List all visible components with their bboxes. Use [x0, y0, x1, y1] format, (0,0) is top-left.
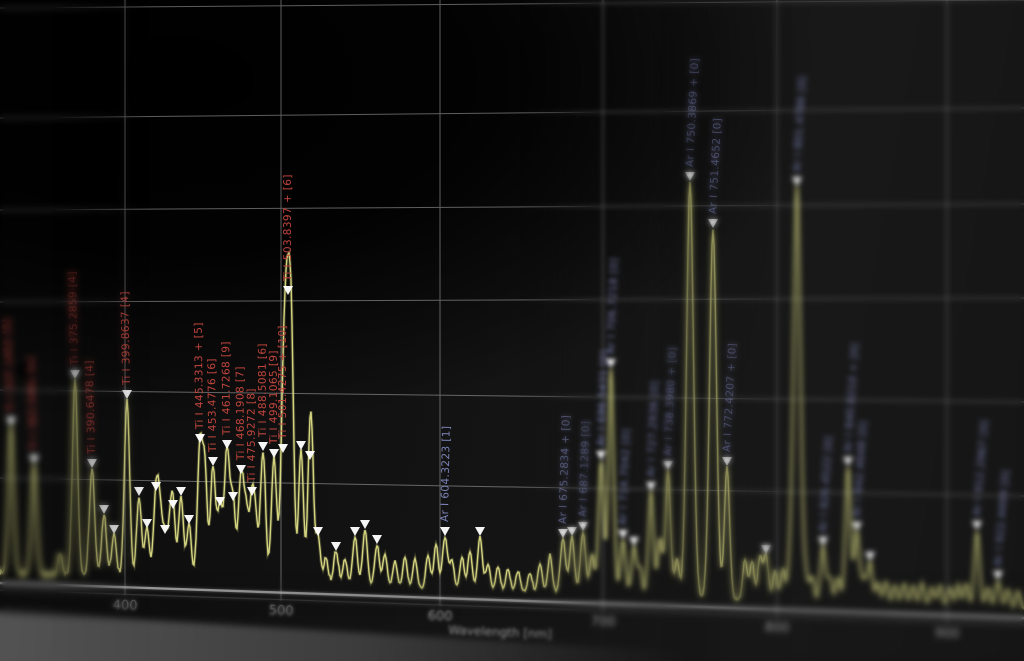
back-chevron-icon[interactable]: ‹ [14, 341, 33, 395]
peak-marker[interactable] [134, 487, 144, 496]
peak-marker-labeled[interactable] [993, 571, 1003, 580]
peak-marker[interactable] [160, 525, 170, 534]
peak-marker-labeled[interactable] [852, 522, 862, 531]
peak-marker-labeled[interactable] [708, 219, 718, 228]
spectrum-trace-glow [0, 181, 1024, 611]
peak-marker-labeled[interactable] [618, 530, 628, 539]
peak-marker-labeled[interactable] [258, 442, 268, 451]
spectral-line-label[interactable]: Ti I 499.1065 [9] [268, 350, 280, 445]
x-tick-label: 800 [764, 620, 789, 636]
peak-marker[interactable] [567, 527, 577, 536]
peak-marker-labeled[interactable] [278, 444, 288, 453]
peak-marker-labeled[interactable] [87, 459, 97, 468]
spectral-line-label[interactable]: Ar I 727.2936 [0] [645, 380, 661, 477]
peak-marker[interactable] [350, 527, 360, 536]
peak-marker[interactable] [360, 520, 370, 529]
spectral-line-label[interactable]: Ar I 738.3980 + [0] [662, 347, 679, 457]
peak-marker-labeled[interactable] [269, 449, 279, 458]
peak-marker[interactable] [215, 497, 225, 506]
peak-marker[interactable] [313, 527, 323, 536]
peak-marker[interactable] [331, 542, 341, 551]
spectral-line-label[interactable]: Ar I 801.4786 [0] [791, 75, 809, 172]
peak-marker[interactable] [761, 545, 771, 554]
spectral-line-label[interactable]: Ti I 488.5081 [6] [257, 343, 269, 438]
spectral-line-label[interactable]: Ti I 375.2859 [4] [66, 271, 81, 366]
peak-marker-labeled[interactable] [792, 177, 802, 186]
spectral-line-label[interactable]: Ti I 399.8637 [4] [119, 291, 133, 386]
peak-marker-labeled[interactable] [663, 461, 673, 470]
peak-marker[interactable] [475, 527, 485, 536]
peak-marker[interactable] [184, 515, 194, 524]
peak-marker[interactable] [109, 525, 119, 534]
spectral-line-label[interactable]: Ti I 390.6478 [4] [84, 360, 98, 455]
spectral-line-label[interactable]: Ar I 826.4522 [0] [817, 435, 835, 532]
peak-marker-labeled[interactable] [247, 487, 257, 496]
peak-marker[interactable] [228, 492, 238, 501]
spectral-line-label[interactable]: Ar I 706.7218 [0] [605, 257, 621, 354]
spectral-line-label[interactable]: Ti I 501.4275 + [10] [277, 325, 289, 440]
x-tick-label: 400 [112, 598, 137, 614]
spectral-line-label[interactable]: Ar I 675.2834 + [0] [557, 415, 573, 525]
peak-marker-labeled[interactable] [578, 522, 588, 531]
spectral-line-label[interactable]: Ar I 687.1289 [0] [577, 420, 592, 517]
peak-marker[interactable] [296, 441, 306, 450]
peak-marker-labeled[interactable] [558, 529, 568, 538]
x-tick-label: 500 [268, 603, 293, 619]
peak-marker[interactable] [176, 487, 186, 496]
x-tick-label: 700 [590, 614, 615, 630]
spectral-line-label[interactable]: Ti I 461.7268 [9] [220, 341, 233, 436]
spectral-line-label[interactable]: Ar I 912.2967 [0] [971, 419, 991, 516]
peak-marker[interactable] [372, 535, 382, 544]
peak-marker-labeled[interactable] [222, 440, 232, 449]
peak-marker-labeled[interactable] [843, 457, 853, 466]
peak-marker[interactable] [142, 519, 152, 528]
peak-marker-labeled[interactable] [70, 370, 80, 379]
peak-marker-labeled[interactable] [195, 434, 205, 443]
peak-marker-labeled[interactable] [972, 521, 982, 530]
spectral-line-label[interactable]: Ti I 468.1908 [7] [234, 366, 247, 461]
spectral-line-label[interactable]: Ar I 772.4207 + [0] [721, 343, 739, 453]
spectral-line-label[interactable]: Ti I 453.4776 [6] [206, 358, 219, 453]
peak-marker[interactable] [168, 500, 178, 509]
peak-marker[interactable] [99, 505, 109, 514]
x-tick-label: 900 [934, 626, 959, 642]
peak-marker-labeled[interactable] [29, 455, 39, 464]
peak-marker-labeled[interactable] [236, 465, 246, 474]
spectral-line-label[interactable]: Ar I 714.7042 [0] [617, 428, 633, 525]
peak-marker-labeled[interactable] [208, 457, 218, 466]
peak-marker[interactable] [151, 482, 161, 491]
spectral-line-label[interactable]: Ar I 750.3869 + [0] [684, 58, 701, 168]
peak-marker-labeled[interactable] [6, 417, 16, 426]
spectral-line-label[interactable]: Ar I 922.4499 [0] [992, 469, 1012, 566]
peak-marker-labeled[interactable] [596, 451, 606, 460]
peak-marker-labeled[interactable] [440, 527, 450, 536]
spectral-line-label[interactable]: Ar I 751.4652 [0] [707, 117, 724, 214]
peak-marker[interactable] [865, 552, 875, 561]
peak-marker-labeled[interactable] [283, 286, 293, 295]
peak-marker-labeled[interactable] [722, 457, 732, 466]
spectral-line-label[interactable]: Ti I 445.3313 + [5] [193, 322, 206, 430]
spectral-line-label[interactable]: Ti I 503.8397 + [6] [282, 174, 294, 282]
peak-marker-labeled[interactable] [818, 537, 828, 546]
peak-marker-labeled[interactable] [122, 390, 132, 399]
spectral-line-label[interactable]: Ar I 604.3223 [1] [439, 426, 453, 523]
spectral-line-label[interactable]: Ti I 475.9272 [8] [245, 388, 258, 483]
peak-marker[interactable] [305, 451, 315, 460]
peak-marker-labeled[interactable] [685, 172, 695, 181]
peak-marker[interactable] [629, 537, 639, 546]
